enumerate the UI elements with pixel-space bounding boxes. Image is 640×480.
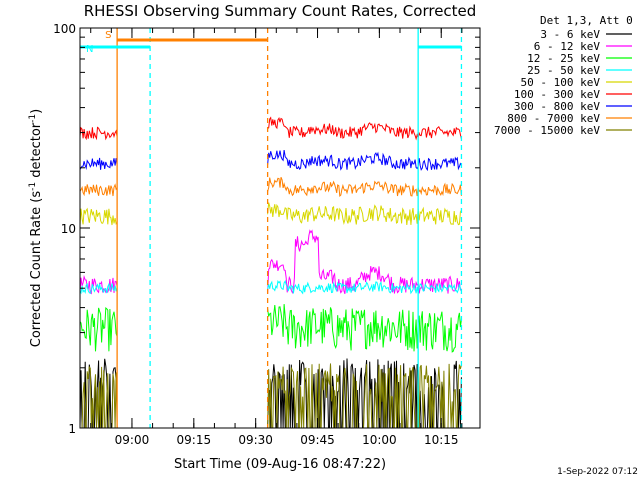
y-tick-label: 100 bbox=[53, 22, 76, 36]
x-tick-label: 10:00 bbox=[362, 433, 397, 447]
series-trace bbox=[267, 279, 462, 295]
flag-label: S bbox=[105, 30, 111, 41]
x-tick-label: 09:45 bbox=[300, 433, 335, 447]
chart-title: RHESSI Observing Summary Count Rates, Co… bbox=[84, 2, 477, 20]
series-25-50-kev bbox=[79, 279, 462, 295]
series-trace bbox=[267, 177, 462, 198]
y-axis-label-main: Corrected Count Rate (s bbox=[29, 191, 44, 348]
y-axis-label: Corrected Count Rate (s-1 detector-1) bbox=[28, 109, 44, 347]
series-800-7000-kev bbox=[79, 177, 462, 198]
legend-entry-label: 6 - 12 keV bbox=[534, 40, 601, 53]
svg-text:Corrected Count Rate (s-1 dete: Corrected Count Rate (s-1 detector-1) bbox=[28, 109, 44, 347]
series-trace bbox=[267, 363, 462, 429]
series-trace bbox=[267, 150, 462, 172]
legend-entry-label: 3 - 6 keV bbox=[540, 28, 600, 41]
annotation-layer: SN bbox=[80, 28, 463, 428]
y-axis-label-end: ) bbox=[29, 109, 44, 114]
x-tick-label: 09:30 bbox=[238, 433, 273, 447]
plot-background bbox=[80, 28, 480, 428]
series-trace bbox=[79, 183, 118, 197]
series-trace bbox=[79, 274, 118, 295]
series-trace bbox=[79, 157, 118, 171]
x-tick-label: 10:15 bbox=[424, 433, 459, 447]
y-axis-label-sup2: -1 bbox=[28, 114, 38, 123]
legend-entry-label: 25 - 50 keV bbox=[527, 64, 600, 77]
series-trace bbox=[79, 207, 118, 226]
series-trace bbox=[267, 229, 462, 295]
series-12-25-kev bbox=[79, 304, 462, 353]
x-tick-label: 09:15 bbox=[177, 433, 212, 447]
legend-title: Det 1,3, Att 0 bbox=[540, 14, 633, 27]
series-trace bbox=[79, 126, 118, 141]
series-trace bbox=[267, 304, 462, 353]
plot-area bbox=[80, 28, 480, 428]
timestamp: 1-Sep-2022 07:12 bbox=[557, 467, 638, 477]
series-layer bbox=[79, 116, 462, 429]
legend-entry-label: 100 - 300 keV bbox=[514, 88, 600, 101]
series-100-300-kev bbox=[79, 116, 462, 141]
legend-entry-label: 50 - 100 keV bbox=[521, 76, 601, 89]
legend-entry-label: 800 - 7000 keV bbox=[507, 112, 600, 125]
series-trace bbox=[267, 202, 462, 226]
series-50-100-kev bbox=[79, 202, 462, 226]
series-trace bbox=[267, 116, 462, 141]
series-trace bbox=[79, 307, 118, 352]
axis-layer: 100 10 1 09:00 09:15 09:30 09:45 10:00 10:15 bbox=[53, 22, 481, 447]
y-axis-label-mid: detector bbox=[29, 122, 44, 182]
x-axis-label: Start Time (09-Aug-16 08:47:22) bbox=[174, 457, 386, 472]
series-trace bbox=[79, 282, 118, 295]
y-tick-label: 1 bbox=[68, 422, 76, 436]
x-tick-label: 09:00 bbox=[115, 433, 150, 447]
legend-entry-label: 12 - 25 keV bbox=[527, 52, 600, 65]
series-6-12-kev bbox=[79, 229, 462, 295]
y-tick-label: 10 bbox=[61, 222, 76, 236]
legend-entry-label: 300 - 800 keV bbox=[514, 100, 600, 113]
legend-entry-label: 7000 - 15000 keV bbox=[494, 124, 600, 137]
series-300-800-kev bbox=[79, 150, 462, 172]
flag-label: N bbox=[86, 44, 93, 55]
y-axis-label-sup1: -1 bbox=[28, 182, 38, 191]
